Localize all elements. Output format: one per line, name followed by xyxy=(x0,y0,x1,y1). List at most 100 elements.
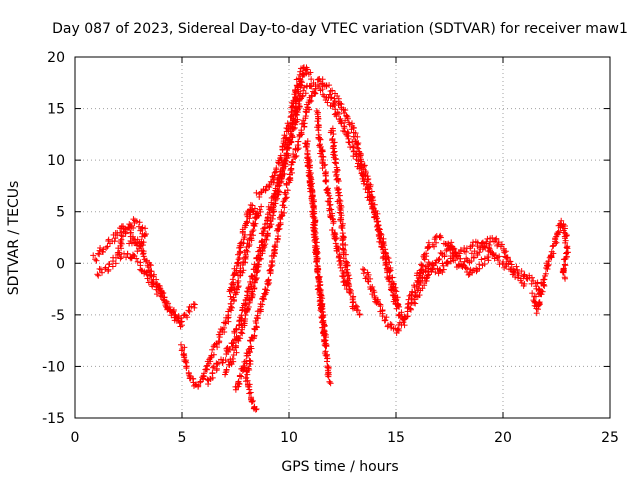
data-point xyxy=(250,335,257,342)
data-point xyxy=(246,357,253,364)
data-point xyxy=(133,255,140,262)
data-point xyxy=(143,269,150,276)
data-point xyxy=(272,196,279,203)
data-point xyxy=(541,276,548,283)
data-point xyxy=(160,289,167,296)
data-point xyxy=(316,135,323,142)
data-point xyxy=(562,275,569,282)
data-point xyxy=(337,264,344,271)
data-point xyxy=(149,283,156,290)
data-point xyxy=(161,299,168,306)
data-point xyxy=(292,121,299,128)
data-point xyxy=(398,309,405,316)
data-point xyxy=(307,69,314,76)
data-point xyxy=(222,319,229,326)
data-point xyxy=(325,198,332,205)
data-point xyxy=(252,276,259,283)
data-point xyxy=(304,66,311,73)
chart-title: Day 087 of 2023, Sidereal Day-to-day VTE… xyxy=(52,21,628,37)
data-point xyxy=(191,301,198,308)
data-point xyxy=(213,365,220,372)
data-point xyxy=(90,252,97,259)
data-point xyxy=(195,383,202,390)
data-point xyxy=(340,273,347,280)
data-point xyxy=(229,304,236,311)
data-point xyxy=(323,358,330,365)
data-point xyxy=(202,366,209,373)
data-point xyxy=(297,132,304,139)
data-point xyxy=(352,130,359,137)
data-point xyxy=(210,363,217,370)
data-point xyxy=(484,235,491,242)
data-point xyxy=(251,279,258,286)
data-point xyxy=(140,253,147,260)
data-point xyxy=(117,255,124,262)
data-point xyxy=(109,263,116,270)
y-tick-label: 10 xyxy=(47,153,65,169)
data-point xyxy=(247,338,254,345)
data-point xyxy=(250,232,257,239)
data-point xyxy=(228,300,235,307)
data-point xyxy=(264,230,271,237)
data-point xyxy=(295,138,302,145)
data-point xyxy=(270,206,277,213)
data-point xyxy=(104,243,111,250)
data-point xyxy=(295,100,302,107)
data-point xyxy=(93,257,100,264)
data-point xyxy=(553,239,560,246)
data-point xyxy=(180,351,187,358)
data-point xyxy=(300,87,307,94)
data-point xyxy=(322,177,329,184)
data-point xyxy=(244,248,251,255)
data-point xyxy=(319,76,326,83)
data-point xyxy=(322,337,329,344)
data-point xyxy=(170,308,177,315)
data-point xyxy=(349,299,356,306)
data-point xyxy=(190,301,197,308)
data-point xyxy=(501,253,508,260)
data-point xyxy=(188,303,195,310)
y-tick-label: 15 xyxy=(47,102,65,118)
data-point xyxy=(281,170,288,177)
data-point xyxy=(181,344,188,351)
data-point xyxy=(504,254,511,261)
data-point xyxy=(106,261,113,268)
data-point xyxy=(99,269,106,276)
data-point xyxy=(326,378,333,385)
data-point xyxy=(242,315,249,322)
x-tick-label: 5 xyxy=(178,430,187,446)
data-point xyxy=(355,145,362,152)
data-point xyxy=(210,351,217,358)
data-point xyxy=(268,221,275,228)
data-point xyxy=(246,386,253,393)
data-point xyxy=(308,76,315,83)
data-point xyxy=(153,291,160,298)
data-point xyxy=(150,273,157,280)
data-point xyxy=(112,260,119,267)
data-point xyxy=(216,339,223,346)
data-point xyxy=(214,361,221,368)
data-point xyxy=(105,266,112,273)
data-point xyxy=(365,175,372,182)
data-point xyxy=(357,151,364,158)
data-point xyxy=(245,243,252,250)
data-point xyxy=(240,267,247,274)
data-point xyxy=(95,272,102,279)
data-point xyxy=(177,323,184,330)
data-point xyxy=(332,160,339,167)
data-point xyxy=(260,228,267,235)
data-point xyxy=(308,83,315,90)
data-point xyxy=(213,341,220,348)
data-point xyxy=(221,324,228,331)
data-point xyxy=(182,358,189,365)
data-point xyxy=(258,203,265,210)
data-point xyxy=(103,244,110,251)
data-point xyxy=(249,273,256,280)
data-point xyxy=(302,90,309,97)
data-point xyxy=(201,370,208,377)
data-point xyxy=(111,238,118,245)
data-point xyxy=(385,275,392,282)
data-point xyxy=(412,300,419,307)
data-point xyxy=(313,108,320,115)
data-point xyxy=(138,267,145,274)
